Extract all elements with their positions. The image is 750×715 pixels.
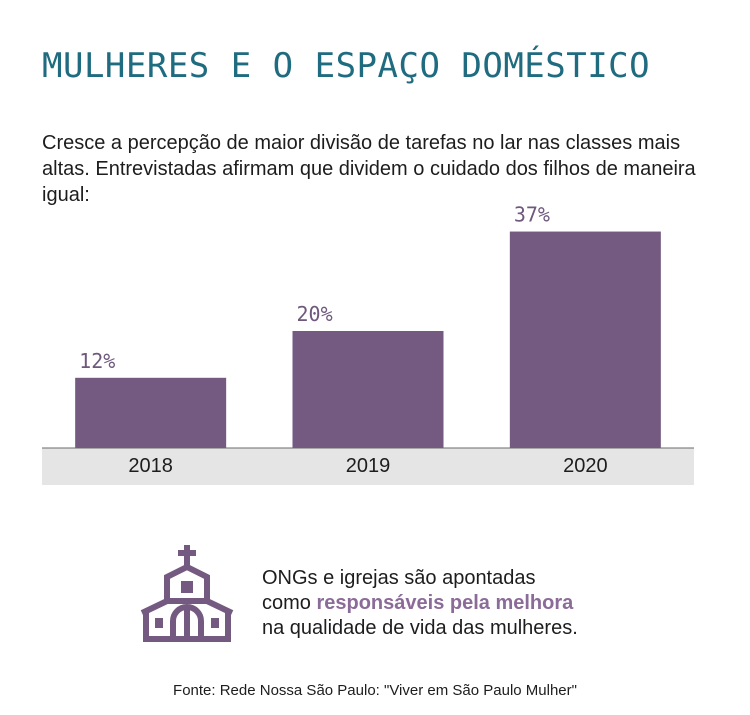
bar-chart: 12% 2018 20% 2019 37% 2020 [42,203,694,485]
source-note: Fonte: Rede Nossa São Paulo: "Viver em S… [173,682,577,699]
bar-2019 [292,331,444,448]
x-tick-label-2020: 2020 [563,455,608,477]
note-text: ONGs e igrejas são apontadas como respon… [262,566,578,641]
bar-2018 [75,377,227,448]
note-line-1: ONGs e igrejas são apontadas [262,567,536,589]
bars-group: 12% 2018 20% 2019 37% 2020 [75,203,661,477]
value-label-2020: 37% [514,203,550,227]
page-title: MULHERES E O ESPAÇO DOMÉSTICO [42,46,651,86]
x-tick-label-2018: 2018 [128,455,173,477]
note-highlight: responsáveis pela melhora [316,592,574,614]
value-label-2018: 12% [79,349,115,373]
church-icon [140,545,234,642]
x-axis-band [42,448,694,485]
bar-2020 [509,231,661,448]
chart-subtitle: Cresce a percepção de maior divisão de t… [42,132,696,206]
note-line-2-prefix: como [262,592,317,614]
x-tick-label-2019: 2019 [346,455,391,477]
note-line-3: na qualidade de vida das mulheres. [262,617,578,639]
value-label-2019: 20% [297,302,333,326]
